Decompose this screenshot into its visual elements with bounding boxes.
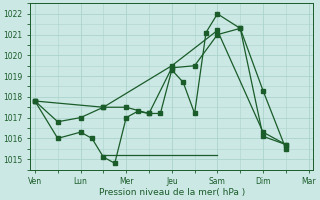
- X-axis label: Pression niveau de la mer( hPa ): Pression niveau de la mer( hPa ): [99, 188, 245, 197]
